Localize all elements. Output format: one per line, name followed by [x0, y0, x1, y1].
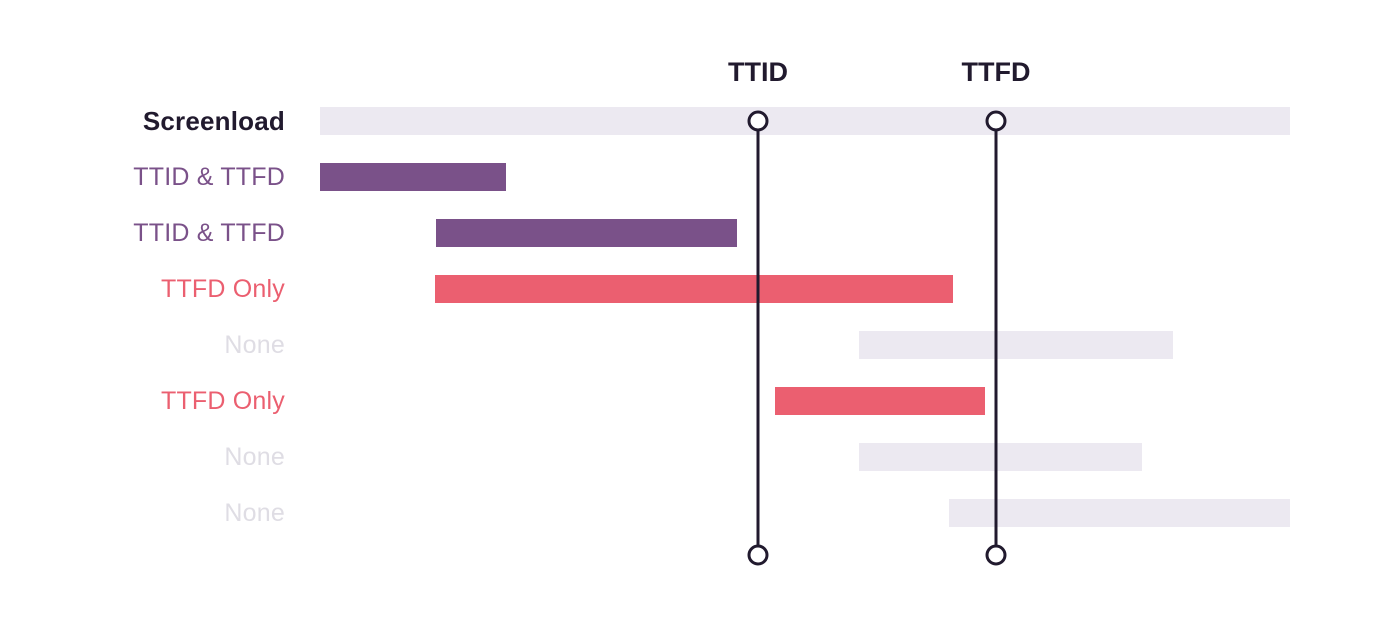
ttid-marker-circle-top [747, 110, 769, 132]
ttfd-marker-circle-bottom [985, 544, 1007, 566]
ttid-marker-line [756, 121, 760, 555]
span-bar [859, 443, 1142, 471]
ttfd-marker-line [994, 121, 998, 555]
span-bar [320, 107, 1290, 135]
ttfd-marker-label: TTFD [961, 57, 1031, 87]
row-label-ttfd-only: TTFD Only [160, 386, 285, 415]
row-label-none: None [224, 498, 285, 527]
span-bar [436, 219, 737, 247]
row-label-ttid-ttfd: TTID & TTFD [133, 162, 285, 191]
row-label-none: None [224, 442, 285, 471]
span-bar [859, 331, 1173, 359]
row-label-ttid-ttfd: TTID & TTFD [133, 218, 285, 247]
ttfd-marker-circle-top [985, 110, 1007, 132]
span-bar [949, 499, 1290, 527]
ttid-marker-circle-bottom [747, 544, 769, 566]
row-label-none: None [224, 330, 285, 359]
ttid-marker-label: TTID [728, 57, 788, 87]
row-label-ttfd-only: TTFD Only [160, 274, 285, 303]
row-label-screenload: Screenload [142, 105, 285, 136]
span-bar [320, 163, 506, 191]
span-bar [775, 387, 985, 415]
span-bar [435, 275, 953, 303]
